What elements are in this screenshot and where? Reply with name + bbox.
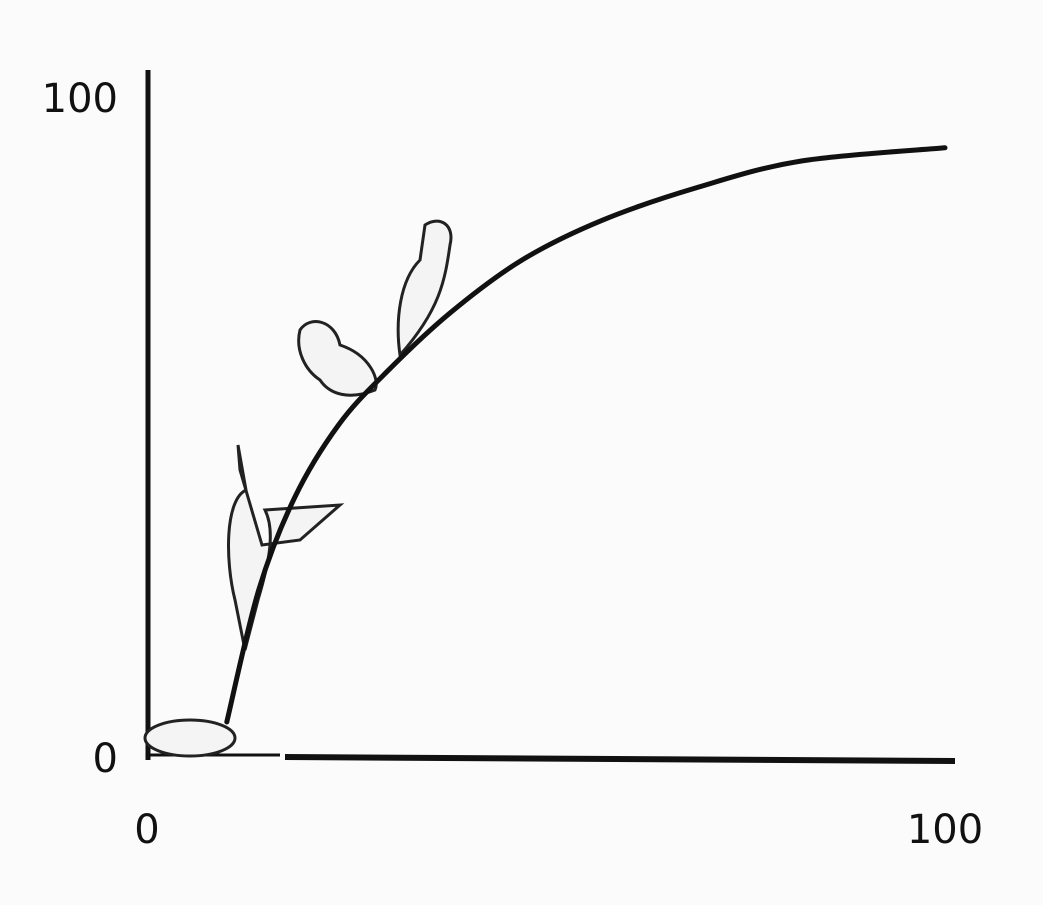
bird-adult (396, 219, 453, 359)
growth-curve (224, 145, 948, 725)
y-tick-label: 100 (42, 76, 118, 122)
y-tick-label: 0 (93, 736, 118, 782)
hatchling (143, 718, 237, 758)
x-tick-label: 100 (907, 807, 983, 853)
bird-young (297, 320, 378, 397)
x-axis (284, 754, 956, 764)
x-tick-label: 0 (134, 807, 159, 853)
